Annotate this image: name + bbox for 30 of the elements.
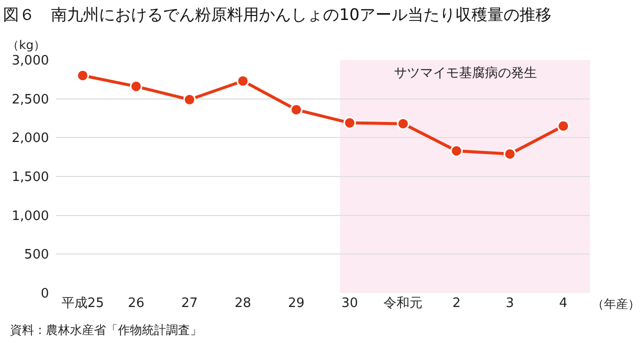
y-axis-title: （kg）	[7, 38, 46, 52]
x-tick-label: 令和元	[384, 296, 423, 311]
y-tick-label: 500	[24, 248, 49, 263]
point	[450, 144, 463, 158]
y-tick-label: 0	[40, 286, 49, 302]
x-tick-label: 30	[341, 296, 358, 311]
point	[557, 120, 570, 132]
x-tick-label: 2	[452, 296, 461, 311]
x-tick-label: 26	[128, 296, 144, 311]
x-tick-label: 4	[559, 296, 568, 311]
point	[396, 117, 410, 130]
point	[236, 74, 250, 88]
x-tick-label: 3	[506, 296, 514, 311]
y-tick-label: 2,500	[12, 92, 49, 108]
x-axis-title: （年産）	[592, 297, 640, 311]
x-tick-label: 28	[234, 296, 252, 311]
y-tick-label: 2,000	[12, 131, 49, 146]
x-tick-label: 27	[181, 296, 198, 311]
x-tick-label: 29	[288, 296, 305, 311]
point	[343, 116, 356, 130]
y-tick-label: 1,000	[12, 208, 49, 224]
point	[183, 93, 196, 106]
y-tick-label: 3,000	[12, 54, 49, 69]
point	[130, 80, 142, 93]
x-tick-label: 平成25	[61, 296, 104, 311]
text: 資料：農林水産省「作物統計調査」	[10, 323, 202, 337]
y-tick-label: 1,500	[12, 170, 49, 186]
chart-title: 図６ 南九州におけるでん粉原料用かんしょの10アール当たり収穫量の推移	[3, 4, 552, 24]
band-label: サツマイモ基腐病の発生	[394, 66, 537, 81]
point	[504, 148, 516, 160]
